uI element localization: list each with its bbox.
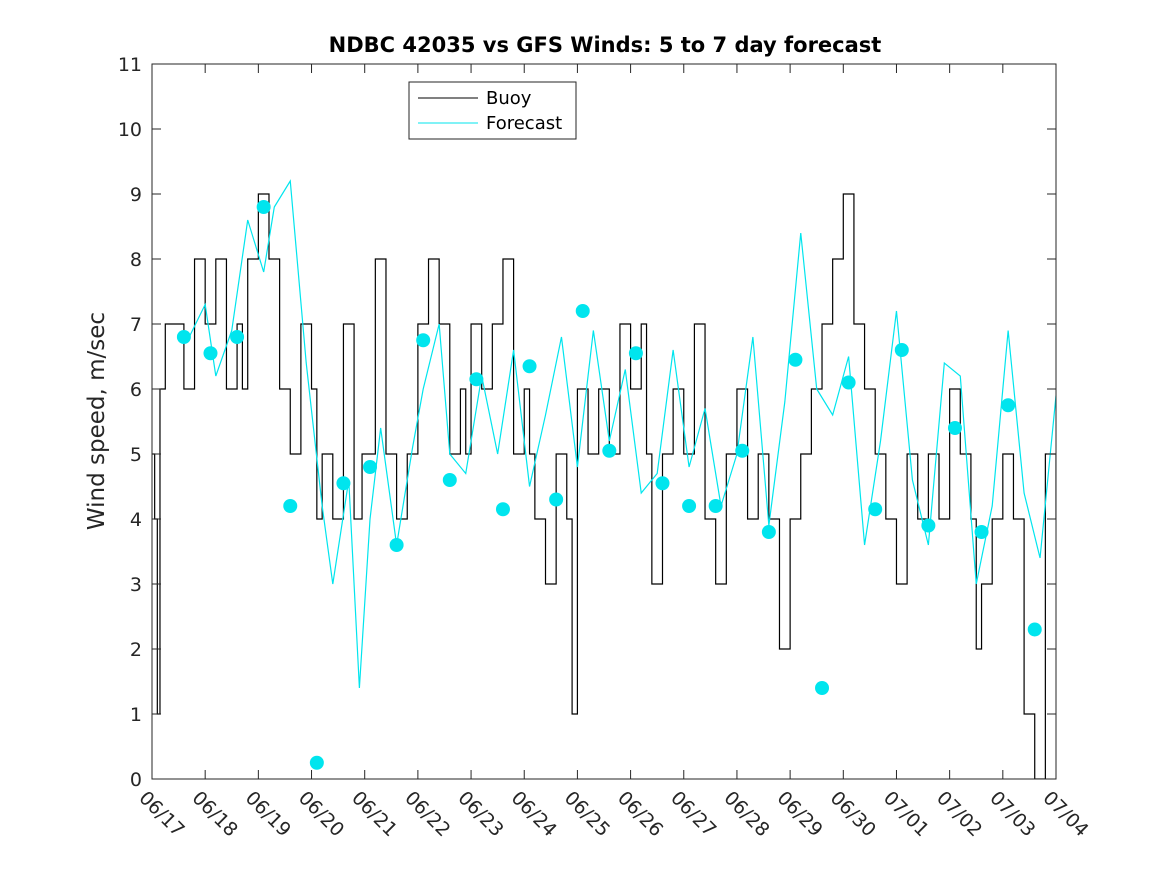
axes-box <box>151 63 1057 780</box>
forecast-marker <box>575 304 590 318</box>
y-tick-label: 2 <box>130 639 142 661</box>
forecast-marker <box>203 346 218 361</box>
y-tick-label: 9 <box>130 184 142 206</box>
forecast-marker <box>1001 398 1016 413</box>
forecast-marker <box>469 372 484 387</box>
y-tick-label: 0 <box>130 769 142 791</box>
forecast-marker <box>682 499 697 513</box>
forecast-marker <box>336 476 351 491</box>
forecast-marker <box>628 346 643 361</box>
forecast-marker <box>602 443 617 458</box>
y-tick-label: 5 <box>130 444 142 466</box>
forecast-marker <box>522 359 537 374</box>
series-group <box>152 179 1056 779</box>
y-tick-label: 1 <box>130 704 142 726</box>
forecast-marker <box>868 502 883 517</box>
buoy-series-line <box>152 193 1056 779</box>
forecast-series-line <box>188 179 1056 689</box>
y-tick-label: 6 <box>130 379 142 401</box>
forecast-marker <box>921 518 936 533</box>
legend: Buoy Forecast <box>408 81 577 140</box>
y-tick-label: 10 <box>118 119 142 141</box>
forecast-marker <box>815 681 830 695</box>
forecast-marker <box>894 343 909 357</box>
forecast-marker <box>735 443 750 458</box>
forecast-marker <box>442 473 457 487</box>
y-axis-label: Wind speed, m/sec <box>84 312 110 530</box>
forecast-marker <box>283 499 298 513</box>
forecast-marker <box>974 525 989 539</box>
chart-title: NDBC 42035 vs GFS Winds: 5 to 7 day fore… <box>329 33 882 57</box>
forecast-marker <box>363 460 378 474</box>
forecast-marker <box>549 492 564 507</box>
plot-area <box>152 179 1056 779</box>
y-tick-label: 4 <box>130 509 142 531</box>
forecast-marker <box>947 421 962 435</box>
forecast-marker <box>176 330 191 344</box>
y-tick-label: 3 <box>130 574 142 596</box>
forecast-marker <box>495 502 510 517</box>
forecast-marker <box>309 755 324 770</box>
forecast-marker <box>256 200 271 214</box>
forecast-marker <box>788 352 803 367</box>
forecast-marker <box>655 476 670 491</box>
forecast-marker <box>841 375 856 390</box>
forecast-marker <box>708 499 723 513</box>
forecast-marker <box>416 333 431 348</box>
forecast-marker <box>1027 622 1042 637</box>
forecast-marker <box>389 538 404 552</box>
legend-buoy-label: Buoy <box>486 88 532 109</box>
y-tick-label: 7 <box>130 314 142 336</box>
forecast-marker <box>230 330 245 344</box>
y-tick-label: 8 <box>130 249 142 271</box>
y-tick-label: 11 <box>118 54 142 76</box>
legend-box <box>408 81 577 140</box>
legend-forecast-label: Forecast <box>486 113 562 134</box>
forecast-marker <box>761 525 776 539</box>
